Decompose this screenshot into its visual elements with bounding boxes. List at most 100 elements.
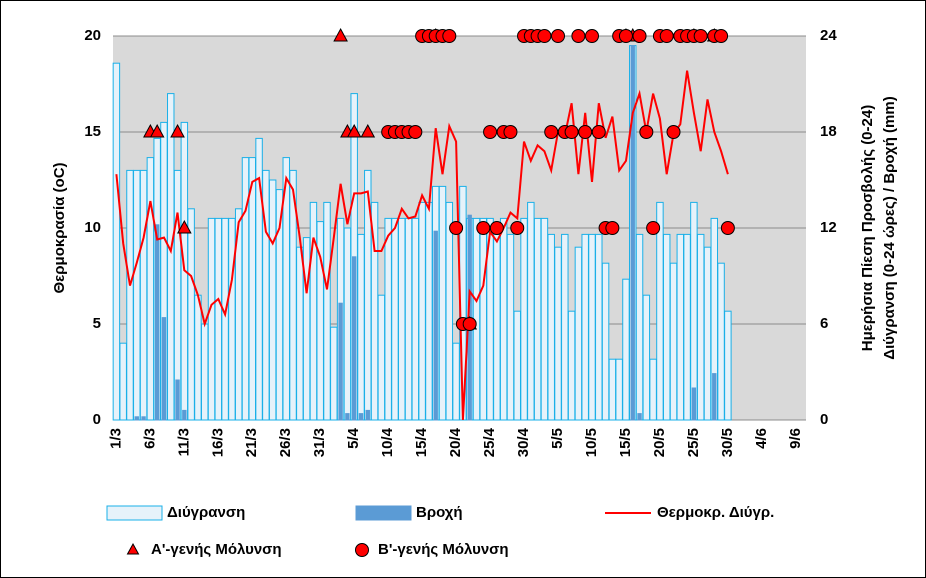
circle-marker [659, 29, 674, 43]
bar [425, 201, 433, 421]
bar [411, 217, 420, 421]
bar [139, 169, 148, 421]
circle-marker [632, 29, 647, 43]
bar [608, 358, 617, 421]
bar [533, 217, 542, 421]
bar [635, 233, 644, 421]
bar [649, 358, 657, 421]
triangle-marker [333, 27, 348, 42]
bar [309, 201, 318, 421]
x-tick-label: 6/3 [141, 428, 158, 449]
bar [146, 157, 155, 421]
x-tick-label: 16/3 [209, 428, 226, 457]
triangle-marker [149, 123, 165, 138]
legend-label: Β'-γενής Μόλυνση [378, 541, 509, 558]
y-tick-label: 5 [93, 315, 101, 332]
bar [200, 323, 209, 421]
bar [338, 302, 343, 421]
x-tick-label: 25/4 [481, 427, 498, 457]
legend-label: Θερμοκρ. Διύγρ. [657, 504, 774, 521]
bar [452, 342, 460, 421]
bar [384, 217, 392, 421]
triangle-marker [176, 219, 192, 234]
bar [499, 217, 508, 421]
circle-marker [483, 125, 498, 139]
bar [194, 294, 202, 421]
circle-marker [544, 125, 559, 139]
bar [601, 262, 610, 421]
legend-label: Διύγρανση [167, 504, 245, 521]
y-tick-label: 0 [93, 411, 101, 428]
y-tick-label: 10 [84, 219, 101, 236]
circle-marker [442, 29, 457, 43]
x-tick-label: 10/4 [379, 427, 396, 457]
x-tick-label: 30/5 [719, 428, 736, 457]
circle-marker [489, 221, 504, 235]
legend-swatch [355, 543, 369, 557]
y2-tick-label: 6 [820, 315, 828, 332]
bar [391, 217, 399, 421]
bar [712, 373, 717, 421]
bar [404, 217, 413, 421]
circle-marker [449, 221, 464, 235]
circle-marker [720, 221, 735, 235]
bar [330, 326, 338, 421]
bar [351, 256, 357, 421]
y2-axis-label: Ημερήσια Πίεση Προσβολής (0-24) [859, 105, 876, 351]
triangle-marker [346, 123, 362, 138]
bar [365, 409, 370, 421]
circle-marker [639, 125, 654, 139]
bar [182, 409, 187, 421]
bar [717, 262, 725, 421]
bar [133, 169, 141, 421]
bar [141, 416, 146, 421]
y2-tick-label: 12 [820, 219, 837, 236]
bar [323, 201, 331, 421]
x-tick-label: 30/4 [515, 427, 532, 457]
bar [302, 237, 311, 421]
x-tick-label: 11/3 [175, 428, 192, 456]
bar [221, 217, 229, 421]
bar [574, 246, 583, 421]
y2-axis-label: Διύγρανση (0-24 ώρες) / Βροχή (mm) [881, 96, 898, 359]
bar [167, 93, 175, 421]
bar [642, 294, 651, 421]
bar [112, 62, 121, 421]
x-tick-label: 21/3 [243, 428, 260, 457]
x-tick-label: 5/5 [549, 428, 566, 449]
bar [438, 185, 447, 421]
bar [630, 45, 635, 421]
circle-marker [503, 125, 518, 139]
circle-marker [564, 125, 579, 139]
circle-marker [591, 125, 606, 139]
bar [187, 208, 195, 421]
x-tick-label: 26/3 [277, 428, 294, 457]
bar [126, 169, 134, 421]
bar [377, 294, 386, 421]
bar [207, 217, 216, 421]
circle-marker [408, 125, 423, 139]
bar [622, 278, 630, 421]
bar [595, 233, 603, 421]
bar [357, 233, 365, 421]
bar [561, 233, 569, 421]
x-tick-label: 4/6 [753, 428, 770, 449]
bar [214, 217, 223, 421]
bar [228, 217, 236, 421]
legend-swatch [106, 505, 163, 521]
circle-marker [571, 29, 586, 43]
bar [479, 217, 488, 421]
circle-marker [693, 29, 708, 43]
circle-marker [510, 221, 525, 235]
y-tick-label: 20 [84, 27, 101, 44]
bar [268, 179, 277, 421]
y2-tick-label: 18 [820, 123, 837, 140]
circle-marker [646, 221, 661, 235]
circle-marker [578, 125, 593, 139]
bar [656, 201, 664, 421]
bar [669, 262, 678, 421]
x-tick-label: 15/4 [413, 427, 430, 457]
circle-marker [666, 125, 681, 139]
x-tick-label: 20/5 [651, 428, 668, 457]
y-tick-label: 15 [84, 123, 101, 140]
